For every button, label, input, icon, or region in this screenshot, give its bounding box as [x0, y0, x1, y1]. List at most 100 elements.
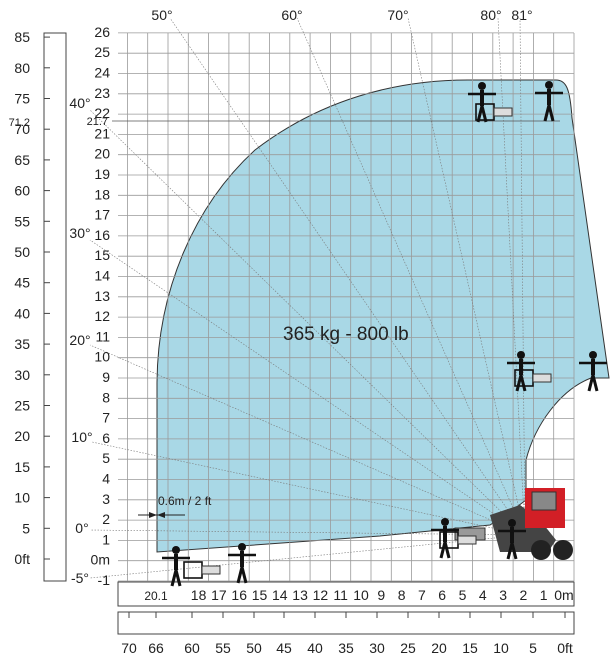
- feet-y-tick: 45: [14, 275, 30, 291]
- operator-figure-icon: [507, 351, 535, 392]
- feet-y-tick: 55: [14, 213, 30, 229]
- feet-x-tick: 55: [215, 640, 231, 656]
- feet-y-tick: 70: [14, 121, 30, 137]
- meter-x-tick: 14: [272, 587, 288, 603]
- meter-y-tick: 14: [94, 268, 110, 284]
- meter-y-tick: 15: [94, 247, 110, 263]
- meter-y-tick: 5: [102, 450, 110, 466]
- feet-y-tick: 50: [14, 244, 30, 260]
- operator-figure-icon: [535, 81, 563, 122]
- feet-y-tick: 10: [14, 490, 30, 506]
- feet-y-tick: 80: [14, 60, 30, 76]
- meter-y-tick: 4: [102, 471, 110, 487]
- meter-x-tick: 10: [353, 587, 369, 603]
- meter-x-tick: 11: [333, 587, 348, 603]
- meter-x-tick: 12: [313, 587, 329, 603]
- angle-label-top: 50°: [151, 7, 172, 23]
- meter-y-tick: 3: [102, 491, 110, 507]
- meter-x-tick: 2: [520, 587, 528, 603]
- angle-label-left: 10°: [71, 429, 92, 445]
- feet-y-tick: 60: [14, 183, 30, 199]
- meter-y-tick: 1: [102, 531, 110, 547]
- operator-figure-icon: [498, 519, 526, 560]
- meter-x-tick: 7: [418, 587, 426, 603]
- feet-x-tick: 10: [493, 640, 509, 656]
- angle-labels-left: 40° 30° 20° 10° 0° -5°: [69, 95, 92, 586]
- basket-icon: [514, 369, 552, 387]
- feet-y-special-tick: 71.2: [9, 117, 30, 129]
- feet-x-tick: 66: [148, 640, 164, 656]
- meter-x-tick: 9: [377, 587, 385, 603]
- meter-y-tick: 8: [102, 389, 110, 405]
- operator-figure-icon: [228, 543, 256, 584]
- angle-label-left: 40°: [69, 95, 90, 111]
- meter-y-tick: 6: [102, 430, 110, 446]
- meter-x-tick: 3: [499, 587, 507, 603]
- meter-y-tick: 20: [94, 146, 110, 162]
- meter-y-labels: -10m123456789101112131415161718192021222…: [87, 24, 111, 588]
- meter-x-tick: 15: [252, 587, 268, 603]
- basket-icon: [183, 561, 221, 579]
- meter-x-tick: 4: [479, 587, 487, 603]
- feet-x-tick: 0ft: [557, 640, 573, 656]
- feet-x-tick: 5: [529, 640, 537, 656]
- grid: [118, 32, 575, 582]
- feet-x-tick: 30: [369, 640, 385, 656]
- meter-y-tick: 22: [94, 105, 110, 121]
- feet-y-tick: 75: [14, 91, 30, 107]
- meter-y-tick: 21: [94, 125, 110, 141]
- feet-y-tick: 20: [14, 428, 30, 444]
- basket-icon: [475, 103, 513, 121]
- feet-y-tick: 15: [14, 459, 30, 475]
- feet-y-tick: 85: [14, 29, 30, 45]
- basket-icon: [439, 531, 477, 549]
- feet-y-labels: 0ft 5 10 15 20 25 30 35 40 45 50 55 60 65 70 75 80 85 71.2: [9, 29, 50, 567]
- meter-y-tick: 9: [102, 369, 110, 385]
- angle-label-left: -5°: [71, 570, 89, 586]
- feet-y-tick: 25: [14, 398, 30, 414]
- meter-y-tick: 16: [94, 227, 110, 243]
- feet-x-tick: 25: [400, 640, 416, 656]
- feet-y-tick: 30: [14, 367, 30, 383]
- clearance-label: 0.6m / 2 ft: [158, 494, 212, 508]
- feet-y-tick: 35: [14, 336, 30, 352]
- feet-y-tick: 65: [14, 152, 30, 168]
- angle-label-top: 81°: [511, 7, 532, 23]
- operator-figure-icon: [431, 518, 459, 559]
- meter-y-tick: 2: [102, 511, 110, 527]
- meter-y-tick: 26: [94, 24, 110, 40]
- meter-y-tick: 13: [94, 288, 110, 304]
- feet-x-tick: 60: [184, 640, 200, 656]
- meter-y-tick: 18: [94, 186, 110, 202]
- operator-figure-icon: [579, 351, 607, 392]
- angle-label-top: 80°: [480, 7, 501, 23]
- meter-y-tick: 23: [94, 85, 110, 101]
- meter-y-tick: 12: [94, 308, 110, 324]
- load-label: 365 kg - 800 lb: [283, 324, 409, 345]
- working-envelope: [156, 79, 610, 553]
- meter-y-tick: 25: [94, 44, 110, 60]
- feet-x-tick: 40: [307, 640, 323, 656]
- meter-y-tick: 10: [94, 349, 110, 365]
- meter-y-tick: 17: [94, 207, 110, 223]
- feet-y-scale: [43, 32, 67, 582]
- feet-x-tick: 45: [276, 640, 292, 656]
- meter-y-tick: 0m: [91, 552, 110, 568]
- meter-y-tick: 24: [94, 65, 110, 81]
- feet-x-labels: 0ft 5 10 15 20 25 30 35 40 45 50 55 60 66 70: [121, 612, 573, 656]
- angle-label-left: 0°: [75, 520, 88, 536]
- meter-x-tick: 17: [211, 587, 227, 603]
- angle-label-left: 20°: [69, 332, 90, 348]
- operator-figure-icon: [162, 546, 190, 587]
- angle-rays: [89, 17, 526, 579]
- angle-labels-top: 50° 60° 70° 80° 81°: [151, 7, 532, 23]
- clearance-marker: 0.6m / 2 ft: [138, 494, 212, 518]
- feet-x-tick: 20: [431, 640, 447, 656]
- meter-y-special-tick: 21.7: [87, 116, 108, 128]
- feet-x-tick: 50: [246, 640, 262, 656]
- meter-x-special-tick: 20.1: [144, 589, 168, 603]
- meter-x-tick: 0m: [554, 587, 573, 603]
- feet-x-tick: 15: [462, 640, 478, 656]
- meter-x-scale: [117, 581, 575, 607]
